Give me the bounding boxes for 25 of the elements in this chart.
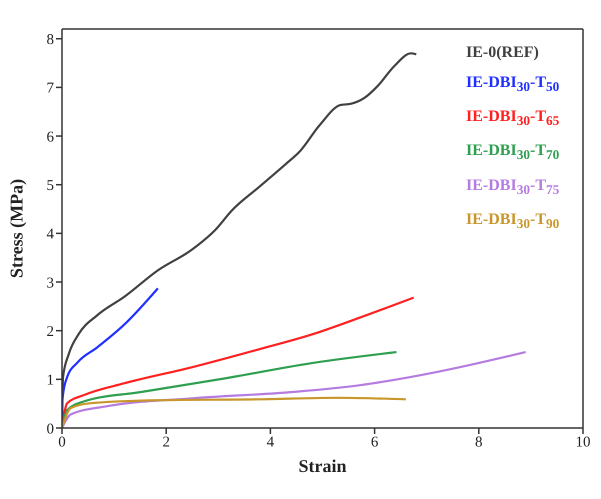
y-tick-label: 1 xyxy=(46,372,54,389)
y-tick-label: 4 xyxy=(46,226,54,243)
y-tick-label: 6 xyxy=(46,129,54,146)
x-tick-label: 4 xyxy=(266,434,275,451)
text: IE-DBI$_{30}$-T$_{70}$ xyxy=(466,141,560,165)
x-tick-label: 10 xyxy=(576,434,590,451)
text: IE-DBI$_{30}$-T$_{75}$ xyxy=(466,176,560,199)
text: IE-DBI$_{30}$-T$_{50}$ xyxy=(466,73,560,96)
x-axis-title: Strain xyxy=(298,456,347,476)
y-tick-label: 0 xyxy=(46,421,54,438)
text: IE-DBI$_{30}$-T$_{65}$ xyxy=(466,107,560,130)
text: IE-DBI$_{30}$-T$_{90}$ xyxy=(466,210,560,233)
y-axis-title: Stress (MPa) xyxy=(6,178,26,278)
x-tick-label: 2 xyxy=(162,434,170,451)
line-series xyxy=(62,350,527,428)
y-tick-label: 2 xyxy=(46,324,54,340)
x-tick-label: 6 xyxy=(370,434,379,451)
y-tick-label: 8 xyxy=(46,32,54,48)
x-tick-label: 0 xyxy=(58,434,66,451)
y-tick-label: 5 xyxy=(46,178,54,194)
y-tick-label: 7 xyxy=(46,80,54,97)
text: IE-0(REF) xyxy=(466,43,540,63)
y-tick-label: 3 xyxy=(46,275,54,292)
x-tick-label: 8 xyxy=(475,434,483,451)
line-series xyxy=(62,396,407,428)
